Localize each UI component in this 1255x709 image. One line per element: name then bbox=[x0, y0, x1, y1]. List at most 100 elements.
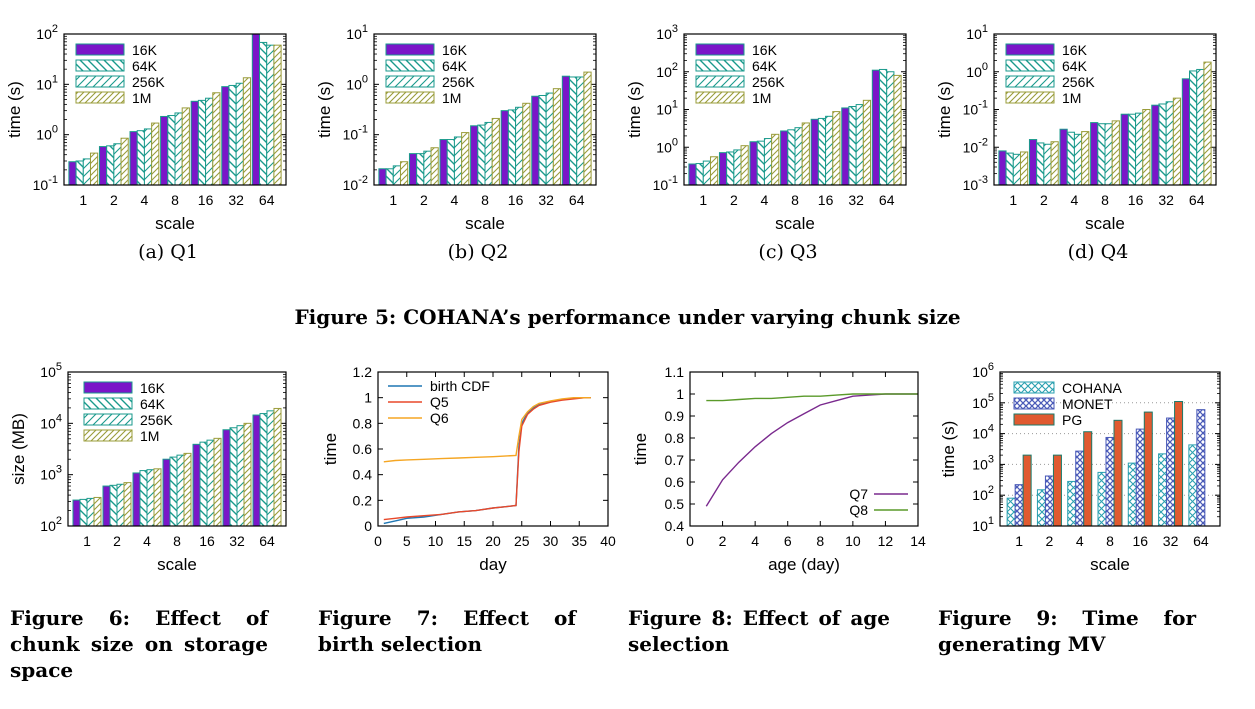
bar-16k bbox=[190, 100, 199, 186]
bar-256k bbox=[484, 121, 493, 186]
chart-fig9: 101 102 103 104 105 106 1 2 4 8 16 32 64 scale time (s… bbox=[930, 358, 1235, 580]
x-tick-label: 4 bbox=[1071, 192, 1079, 208]
y-tick-label: 101 bbox=[36, 73, 58, 92]
legend-label: MONET bbox=[1062, 396, 1113, 412]
y-tick-label: 100 bbox=[36, 124, 58, 143]
bar-monet bbox=[1044, 475, 1054, 527]
legend-swatch-16k bbox=[83, 381, 133, 394]
x-tick-label: 32 bbox=[229, 533, 245, 549]
series-line-q5 bbox=[383, 397, 591, 521]
x-tick-label: 16 bbox=[818, 192, 834, 208]
x-tick-label: 64 bbox=[879, 192, 895, 208]
bar-64k bbox=[169, 456, 178, 527]
x-tick-label: 35 bbox=[571, 533, 587, 549]
x-axis-label: age (day) bbox=[768, 555, 840, 574]
bar-64k bbox=[106, 145, 115, 186]
bar-256k bbox=[174, 112, 183, 186]
y-tick-label: 105 bbox=[972, 392, 994, 411]
x-tick-label: 0 bbox=[374, 533, 382, 549]
bar-256k bbox=[205, 97, 214, 186]
bar-16k bbox=[749, 141, 758, 186]
y-tick-label: 102 bbox=[36, 23, 58, 42]
bar-monet bbox=[1075, 450, 1085, 527]
x-tick-label: 4 bbox=[451, 192, 459, 208]
x-tick-label: 32 bbox=[848, 192, 864, 208]
bar-16k bbox=[1151, 104, 1160, 186]
x-tick-label: 32 bbox=[228, 192, 244, 208]
x-tick-label: 2 bbox=[719, 533, 727, 549]
bar-1m bbox=[89, 152, 99, 186]
bar-16k bbox=[1028, 139, 1038, 186]
legend-label: 16K bbox=[1062, 42, 1088, 58]
bar-64k bbox=[259, 413, 268, 527]
x-tick-label: 4 bbox=[1076, 533, 1084, 549]
bar-pg bbox=[1052, 454, 1062, 527]
bar-64k bbox=[1189, 70, 1198, 186]
bar-256k bbox=[86, 497, 95, 527]
bar-1m bbox=[1142, 109, 1151, 186]
y-tick-label: 100 bbox=[966, 61, 988, 80]
bar-16k bbox=[1181, 78, 1191, 186]
x-tick-label: 10 bbox=[428, 533, 444, 549]
bar-64k bbox=[848, 106, 857, 186]
bar-256k bbox=[82, 158, 91, 186]
bar-cohana bbox=[1036, 489, 1046, 527]
bar-16k bbox=[72, 499, 81, 527]
y-tick-label: 102 bbox=[656, 61, 678, 80]
y-tick-label: 100 bbox=[656, 136, 678, 155]
legend-label: 64K bbox=[752, 58, 778, 74]
plot-frame bbox=[373, 33, 597, 186]
legend-swatch-monet bbox=[1013, 397, 1055, 410]
x-axis-label: scale bbox=[157, 555, 197, 574]
bar-cohana bbox=[1067, 480, 1077, 527]
y-tick-label: 10-2 bbox=[963, 136, 988, 155]
bar-cohana bbox=[1127, 462, 1137, 527]
bar-64k bbox=[695, 163, 704, 186]
bar-16k bbox=[68, 161, 77, 186]
bar-1m bbox=[740, 145, 749, 186]
bar-1m bbox=[243, 422, 252, 527]
subcaption-q4: (d) Q4 bbox=[1067, 241, 1129, 263]
bar-pg bbox=[1083, 431, 1093, 527]
x-tick-label: 8 bbox=[791, 192, 799, 208]
bar-1m bbox=[461, 132, 470, 186]
x-tick-label: 16 bbox=[1128, 192, 1144, 208]
plot-frame bbox=[993, 33, 1217, 186]
bar-256k bbox=[235, 82, 244, 186]
bar-16k bbox=[470, 125, 479, 186]
x-tick-label: 8 bbox=[1101, 192, 1109, 208]
bar-64k bbox=[1127, 113, 1137, 186]
bar-1m bbox=[522, 102, 531, 186]
bar-256k bbox=[545, 92, 554, 186]
legend-label: 1M bbox=[442, 90, 461, 106]
y-tick-label: 1.1 bbox=[665, 364, 685, 380]
y-axis-label: size (MB) bbox=[9, 413, 28, 485]
bar-256k bbox=[1104, 123, 1113, 186]
series-line-q7 bbox=[705, 393, 918, 507]
legend-label: 256K bbox=[132, 74, 165, 90]
bar-16k bbox=[132, 472, 141, 527]
bar-256k bbox=[886, 71, 895, 186]
bar-64k bbox=[1066, 131, 1075, 186]
x-tick-label: 1 bbox=[1015, 533, 1023, 549]
x-tick-label: 8 bbox=[481, 192, 489, 208]
bar-pg bbox=[1022, 454, 1032, 527]
bar-cohana bbox=[1188, 444, 1198, 527]
y-tick-label: 0.6 bbox=[665, 474, 685, 490]
x-tick-label: 25 bbox=[514, 533, 530, 549]
bar-256k bbox=[453, 136, 463, 186]
y-tick-label: 10-1 bbox=[33, 174, 58, 193]
bar-256k bbox=[515, 106, 524, 186]
bar-1m bbox=[832, 111, 841, 186]
x-tick-label: 2 bbox=[1040, 192, 1048, 208]
bar-64k bbox=[446, 139, 455, 186]
bar-256k bbox=[763, 138, 773, 186]
chart-q3: 10-1 100 101 102 103 1 2 4 8 16 32 64 scale time (s) 1… bbox=[620, 20, 925, 238]
bar-cohana bbox=[1158, 453, 1168, 527]
x-tick-label: 2 bbox=[730, 192, 738, 208]
x-tick-label: 1 bbox=[79, 192, 87, 208]
bar-256k bbox=[143, 128, 153, 186]
y-tick-label: 0.9 bbox=[665, 408, 685, 424]
y-tick-label: 102 bbox=[40, 515, 62, 534]
x-tick-label: 6 bbox=[784, 533, 792, 549]
